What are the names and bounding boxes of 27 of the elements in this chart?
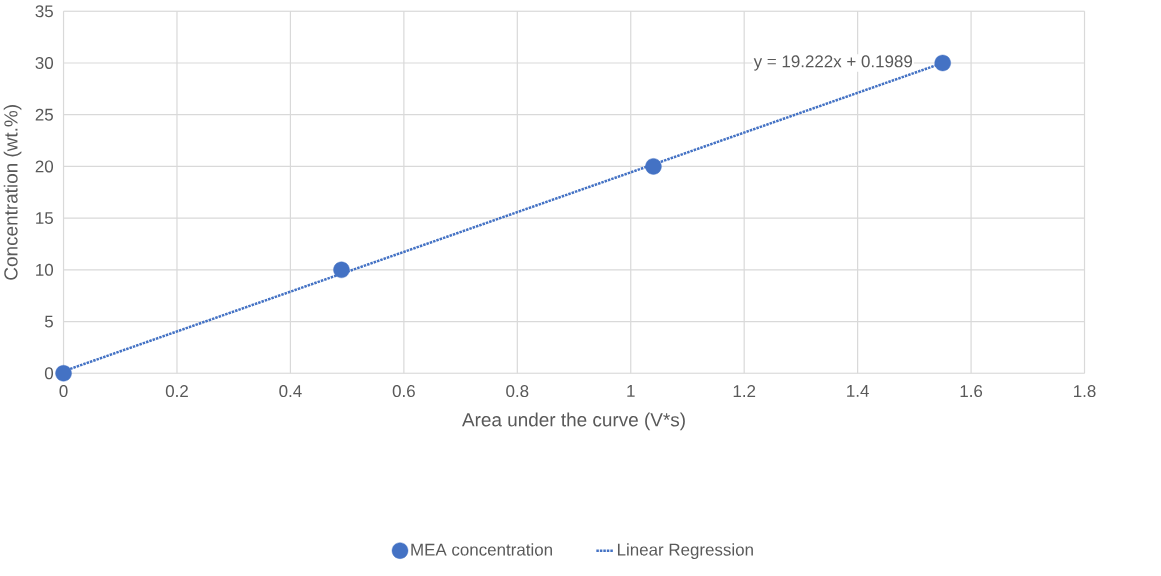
y-tick-label: 0 <box>44 367 54 380</box>
y-tick-label: 15 <box>36 212 53 225</box>
y-tick-label: 35 <box>35 5 53 18</box>
x-tick-label: 0.4 <box>279 385 302 398</box>
legend-label: MEA concentration <box>411 543 552 556</box>
x-axis-title: Area under the curve (V*s) <box>462 412 685 431</box>
x-tick-label: 1.6 <box>960 385 983 398</box>
y-tick-label: 30 <box>35 56 54 69</box>
y-tick-label: 20 <box>35 160 54 173</box>
x-tick-label: 1.4 <box>847 385 869 397</box>
point <box>934 54 951 72</box>
point <box>333 261 350 279</box>
x-tick-label: 0 <box>59 385 68 398</box>
legend-label: Linear Regression <box>617 543 753 560</box>
x-tick-label: 0.8 <box>506 385 529 398</box>
y-tick-label: 5 <box>44 315 53 328</box>
y-axis-title: Concentration (wt.%) <box>3 105 22 280</box>
x-tick-label: 0.6 <box>392 385 415 398</box>
y-tick-label: 10 <box>36 263 54 276</box>
x-tick-label: 0.2 <box>165 385 188 398</box>
point <box>55 365 72 382</box>
y-tick-label: 25 <box>35 108 53 121</box>
point <box>645 158 662 175</box>
x-tick-label: 1.2 <box>733 385 756 397</box>
x-tick-label: 1 <box>627 385 635 397</box>
annotation: y = 19.222x + 0.1989 <box>753 55 912 71</box>
x-tick-label: 1.8 <box>1074 385 1096 398</box>
